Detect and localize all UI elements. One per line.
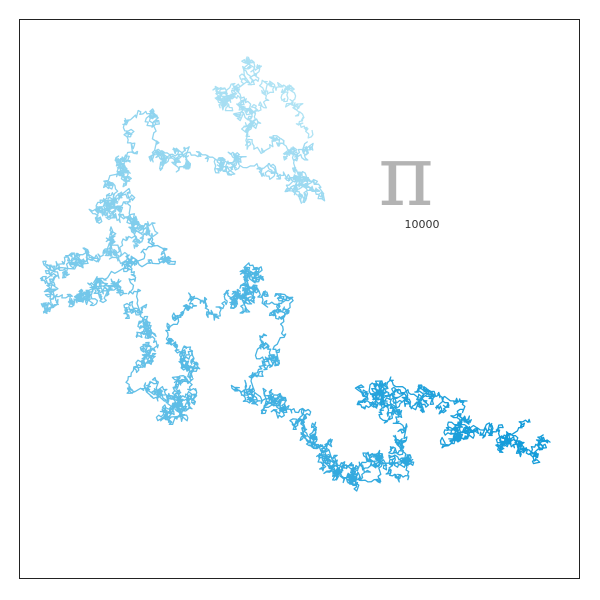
walk-segment: [228, 56, 270, 115]
walk-segment: [212, 59, 257, 112]
walk-segment: [217, 85, 257, 127]
walk-segment: [42, 256, 89, 283]
walk-segment: [65, 226, 121, 266]
digit-count-label: 10000: [404, 218, 440, 231]
walk-segment: [501, 418, 531, 454]
walk-segment: [439, 420, 480, 449]
walk-segment: [39, 272, 81, 315]
walk-segment: [291, 175, 326, 204]
walk-segment: [165, 292, 229, 346]
walk-segment: [230, 356, 280, 406]
walk-segment: [309, 421, 336, 472]
walk-segment: [435, 391, 472, 442]
walk-segment: [122, 108, 165, 170]
walk-segment: [258, 79, 314, 139]
walk-segment: [354, 383, 394, 424]
walk-segment: [270, 403, 318, 449]
walk-segment: [456, 422, 512, 454]
walk-segment: [379, 384, 441, 414]
walk-segment: [253, 387, 288, 419]
walk-segment: [102, 213, 151, 265]
walk-segment: [241, 118, 298, 161]
walk-segment: [227, 151, 298, 193]
walk-segment: [159, 386, 188, 426]
walk-segment: [327, 458, 385, 492]
walk-segment: [123, 257, 152, 333]
walk-segment: [87, 262, 128, 297]
walk-segment: [385, 438, 415, 478]
walk-segment: [499, 433, 551, 465]
walk-segment: [114, 150, 138, 188]
walk-segment: [125, 354, 180, 408]
walk-segment: [73, 286, 113, 307]
walk-segment: [171, 360, 198, 412]
walk-segment: [239, 262, 265, 314]
walk-segment: [368, 376, 424, 410]
walk-segment: [154, 146, 192, 173]
walk-segment: [160, 150, 240, 176]
pi-symbol: π: [378, 127, 434, 225]
walk-segment: [379, 382, 408, 448]
walk-segment: [172, 342, 201, 379]
walk-segment: [135, 319, 159, 366]
walk-segment: [243, 284, 294, 315]
walk-segment: [121, 236, 177, 273]
